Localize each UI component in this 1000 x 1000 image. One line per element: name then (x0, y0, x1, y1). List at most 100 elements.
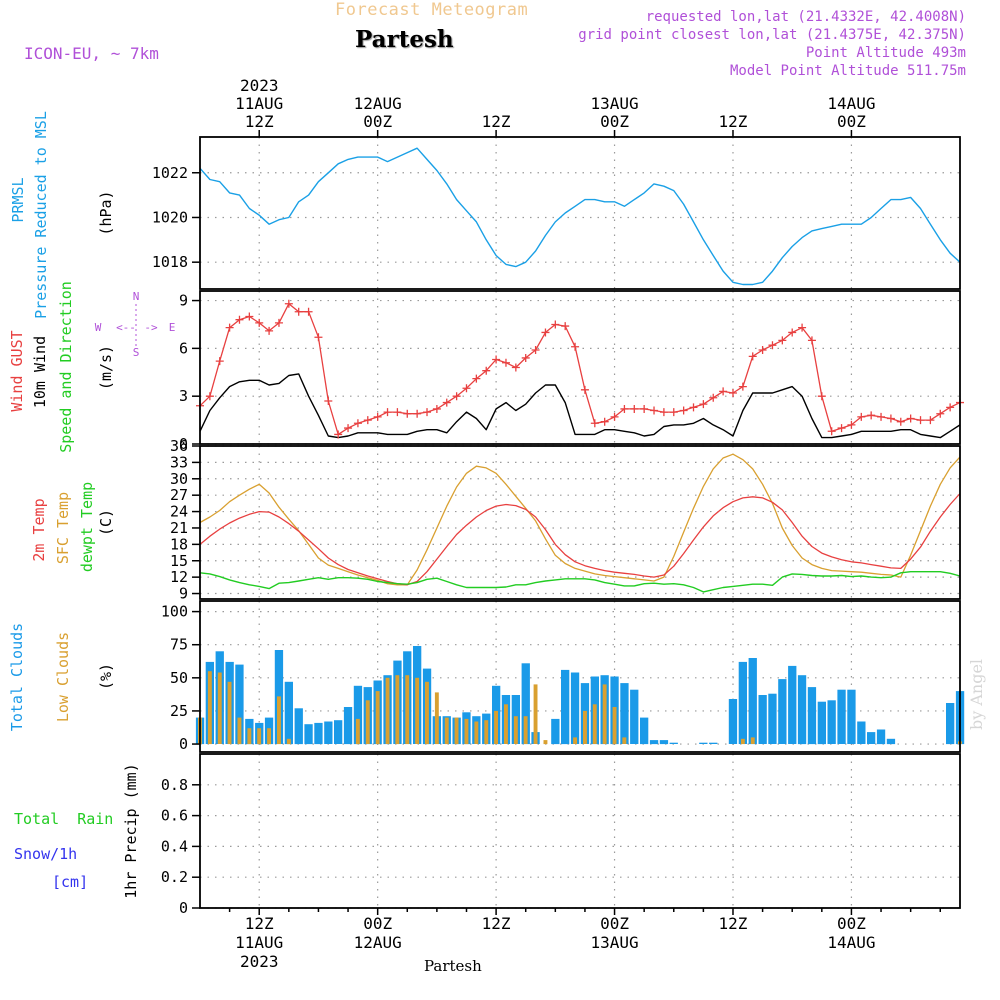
top-title: Forecast Meteogram (335, 0, 529, 20)
gust-marker (728, 389, 737, 397)
gust-marker (788, 328, 797, 337)
total-cloud-bar (235, 664, 244, 745)
top-time-label: 12Z (245, 112, 274, 131)
prmsl-line (199, 147, 961, 286)
y-tick-label: 21 (170, 519, 188, 537)
gust-marker (758, 345, 767, 354)
gust-marker (442, 398, 451, 407)
y-tick-label: 100 (161, 603, 188, 621)
gust-marker (363, 416, 372, 425)
top-time-label: 2023 (240, 76, 279, 95)
total-cloud-bar (314, 722, 323, 745)
gust-marker (205, 392, 214, 401)
ylabel-pressure-msl: Pressure Reduced to MSL (32, 111, 50, 319)
gust-marker (946, 403, 955, 412)
low-cloud-bar (375, 691, 380, 745)
low-cloud-bar (484, 720, 489, 744)
top-time-label: 12AUG (354, 94, 402, 113)
gust-marker (334, 430, 343, 439)
gust-marker (600, 417, 609, 426)
gust-marker (679, 406, 688, 415)
total-cloud-bar (807, 687, 817, 745)
low-cloud-bar (365, 700, 370, 744)
ylabel-snow: Snow/1h (14, 845, 77, 863)
ylabel-wind-gust: Wind GUST (8, 330, 26, 411)
total-cloud-bar (867, 732, 876, 744)
y-tick-label: 9 (179, 292, 188, 310)
gust-marker (541, 328, 550, 337)
y-tick-label: 0.2 (161, 868, 188, 886)
gust-marker (768, 341, 777, 350)
gust-marker (255, 318, 264, 327)
total-cloud-bar (324, 721, 333, 744)
gust-marker (452, 392, 461, 401)
gust-marker (798, 323, 807, 332)
gust-marker (719, 387, 728, 396)
y-tick-label: 6 (179, 339, 188, 357)
low-cloud-bar (543, 740, 548, 745)
compass-s: S (133, 346, 140, 359)
gust-marker (245, 312, 254, 321)
y-tick-label: 30 (170, 470, 188, 488)
gust-marker (926, 416, 935, 425)
y-tick-label: 9 (179, 585, 188, 603)
low-cloud-bar (592, 704, 597, 744)
model-label: ICON-EU, ~ 7km (24, 44, 159, 63)
gust-marker (274, 318, 283, 327)
total-cloud-bar (886, 738, 896, 745)
total-cloud-bar (728, 699, 738, 744)
gust-marker (916, 416, 925, 425)
gust-marker (817, 392, 826, 401)
top-time-label: 00Z (837, 112, 866, 131)
low-cloud-bar (286, 738, 291, 745)
unit-label-clouds: (%) (97, 663, 115, 690)
gust-marker (610, 412, 619, 421)
gust-marker (482, 366, 491, 375)
low-cloud-bar (267, 728, 271, 745)
gust-marker (867, 411, 876, 420)
gust-marker (521, 353, 530, 362)
gust-marker (561, 322, 570, 331)
bottom-time-label: 2023 (240, 952, 279, 971)
low-cloud-bar (395, 675, 400, 745)
low-cloud-bar (415, 677, 420, 744)
gust-marker (265, 326, 274, 335)
total-cloud-bar (640, 717, 649, 745)
top-time-label: 11AUG (235, 94, 283, 113)
low-cloud-bar (523, 716, 528, 744)
gust-marker (659, 408, 668, 417)
total-cloud-bar (876, 729, 886, 745)
gust-marker (738, 382, 747, 391)
compass-w: W (95, 321, 102, 334)
ylabel-total-rain: Total Rain (14, 810, 113, 828)
low-cloud-bar (573, 737, 577, 744)
gust-marker (877, 412, 886, 421)
low-cloud-bar (227, 681, 232, 745)
gust-marker (492, 355, 501, 364)
total-cloud-bar (294, 708, 303, 745)
total-cloud-bar (738, 661, 747, 744)
y-tick-label: 15 (170, 552, 188, 570)
gust-marker (284, 299, 293, 308)
total-cloud-bar (946, 703, 955, 745)
y-tick-label: 25 (170, 702, 188, 720)
gust-marker (590, 419, 599, 428)
low-cloud-bar (434, 692, 439, 745)
low-cloud-bar (612, 707, 617, 745)
gust-marker (837, 424, 846, 433)
y-tick-label: 3 (179, 387, 188, 405)
total-cloud-bar (334, 720, 343, 744)
top-time-label: 12Z (482, 112, 511, 131)
panel-frame-temperature (199, 445, 961, 600)
bottom-time-label: 12Z (719, 914, 748, 933)
gust-marker (423, 408, 432, 417)
gust-marker (778, 336, 787, 345)
low-cloud-bar (277, 696, 281, 745)
gust-marker (650, 406, 659, 415)
ylabel-10m-wind: 10m Wind (31, 336, 49, 408)
low-cloud-bar (385, 677, 390, 744)
total-cloud-bar (768, 693, 777, 744)
gust-marker (403, 409, 412, 418)
total-cloud-bar (353, 685, 363, 745)
